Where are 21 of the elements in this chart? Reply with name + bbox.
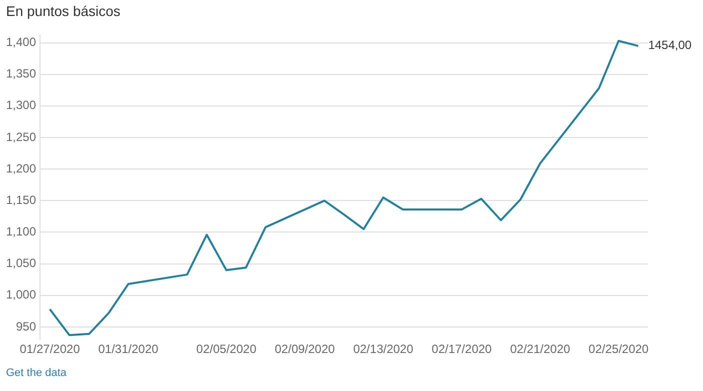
text: Get the data bbox=[6, 367, 67, 379]
x-tick-label: 02/09/2020 bbox=[274, 342, 336, 356]
y-tick-label: 1,150 bbox=[6, 192, 36, 207]
y-tick-label: 1,100 bbox=[6, 224, 36, 239]
y-tick-label: 1,200 bbox=[6, 161, 36, 176]
x-tick-label: 02/05/2020 bbox=[196, 342, 257, 356]
x-tick-label: 02/13/2020 bbox=[353, 342, 414, 356]
x-tick-label: 01/27/2020 bbox=[20, 342, 80, 356]
x-tick-label: 02/17/2020 bbox=[432, 342, 492, 356]
x-tick-label: 02/21/2020 bbox=[510, 342, 570, 356]
y-tick-label: 1,250 bbox=[6, 130, 36, 144]
y-tick-label: 1,000 bbox=[6, 288, 36, 302]
y-tick-label: 950 bbox=[16, 319, 36, 334]
annotation: 1454,00 bbox=[648, 38, 692, 52]
y-tick-label: 1,400 bbox=[6, 35, 36, 50]
y-axis-title: En puntos básicos bbox=[6, 3, 120, 19]
x-tick-label: 01/31/2020 bbox=[98, 342, 159, 356]
y-tick-label: 1,350 bbox=[6, 66, 36, 81]
y-tick-label: 1,300 bbox=[6, 98, 36, 112]
y-tick-label: 1,050 bbox=[6, 256, 36, 270]
x-tick-label: 02/25/2020 bbox=[588, 342, 649, 356]
